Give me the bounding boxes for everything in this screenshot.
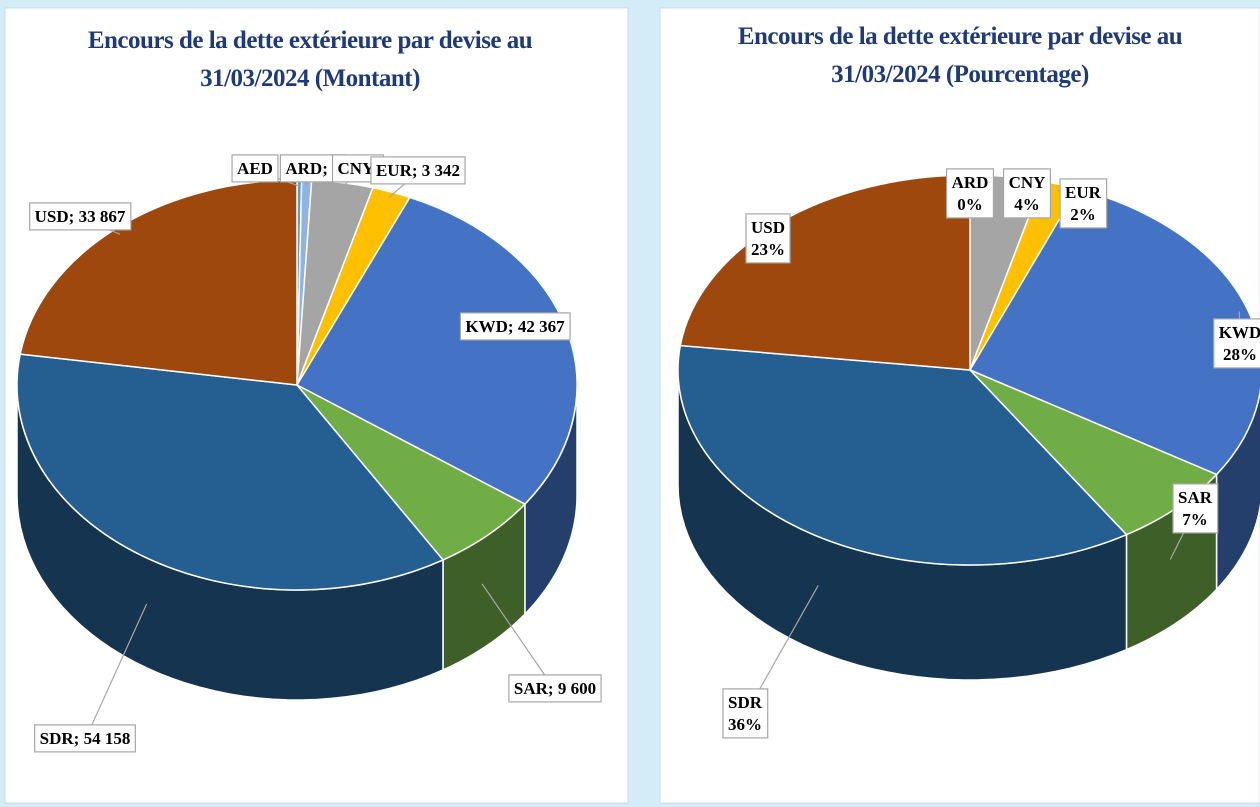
label-box — [722, 688, 769, 739]
category-label: KWD — [1219, 323, 1260, 342]
category-label: USD — [751, 218, 785, 237]
label-box — [1172, 483, 1219, 534]
label-box — [370, 156, 466, 185]
data-label: SDR; 54 158 — [40, 729, 131, 748]
pie-slice — [296, 384, 527, 561]
chart-right: ARD 0% CNY 4% EUR 2% KWD 28% SAR 7% SDR 36% USD 23% — [677, 168, 1260, 739]
data-label: ARD; 8 — [285, 159, 340, 178]
data-label: 0% — [957, 195, 983, 214]
leader-line — [481, 583, 556, 691]
label-box — [945, 168, 995, 219]
label-box — [231, 154, 279, 183]
label-box — [508, 674, 602, 703]
label-box — [29, 202, 132, 231]
data-label: 2% — [1070, 205, 1096, 224]
data-label: AED — [237, 159, 273, 178]
data-label: USD; 33 867 — [35, 207, 126, 226]
category-label: SAR — [1178, 488, 1213, 507]
data-label: SAR; 9 600 — [514, 679, 596, 698]
label-box — [1213, 318, 1260, 369]
label-box — [459, 312, 571, 341]
category-label: ARD — [952, 173, 989, 192]
category-label: CNY — [1009, 173, 1046, 192]
data-label: 4% — [1014, 195, 1040, 214]
chart-title: Encours de la dette extérieure par devis… — [737, 23, 1183, 88]
leader-line — [84, 603, 148, 741]
label-box — [1059, 178, 1108, 229]
category-label: EUR — [1065, 183, 1102, 202]
pie-slice — [16, 353, 445, 591]
label-box — [745, 213, 791, 264]
data-label: EUR; 3 342 — [376, 161, 460, 180]
chart-title: Encours de la dette extérieure par devis… — [87, 27, 533, 92]
data-label: KWD; 42 367 — [465, 317, 565, 336]
label-box — [34, 724, 136, 753]
data-label: CNY; — [338, 159, 379, 178]
data-label: 23% — [751, 240, 785, 259]
data-label: 28% — [1223, 345, 1257, 364]
data-label: 7% — [1182, 510, 1208, 529]
data-label: 36% — [728, 715, 762, 734]
label-box — [1002, 168, 1052, 219]
pie-slice — [968, 187, 1260, 476]
category-label: SDR — [728, 693, 763, 712]
pie-slice — [677, 344, 1128, 566]
